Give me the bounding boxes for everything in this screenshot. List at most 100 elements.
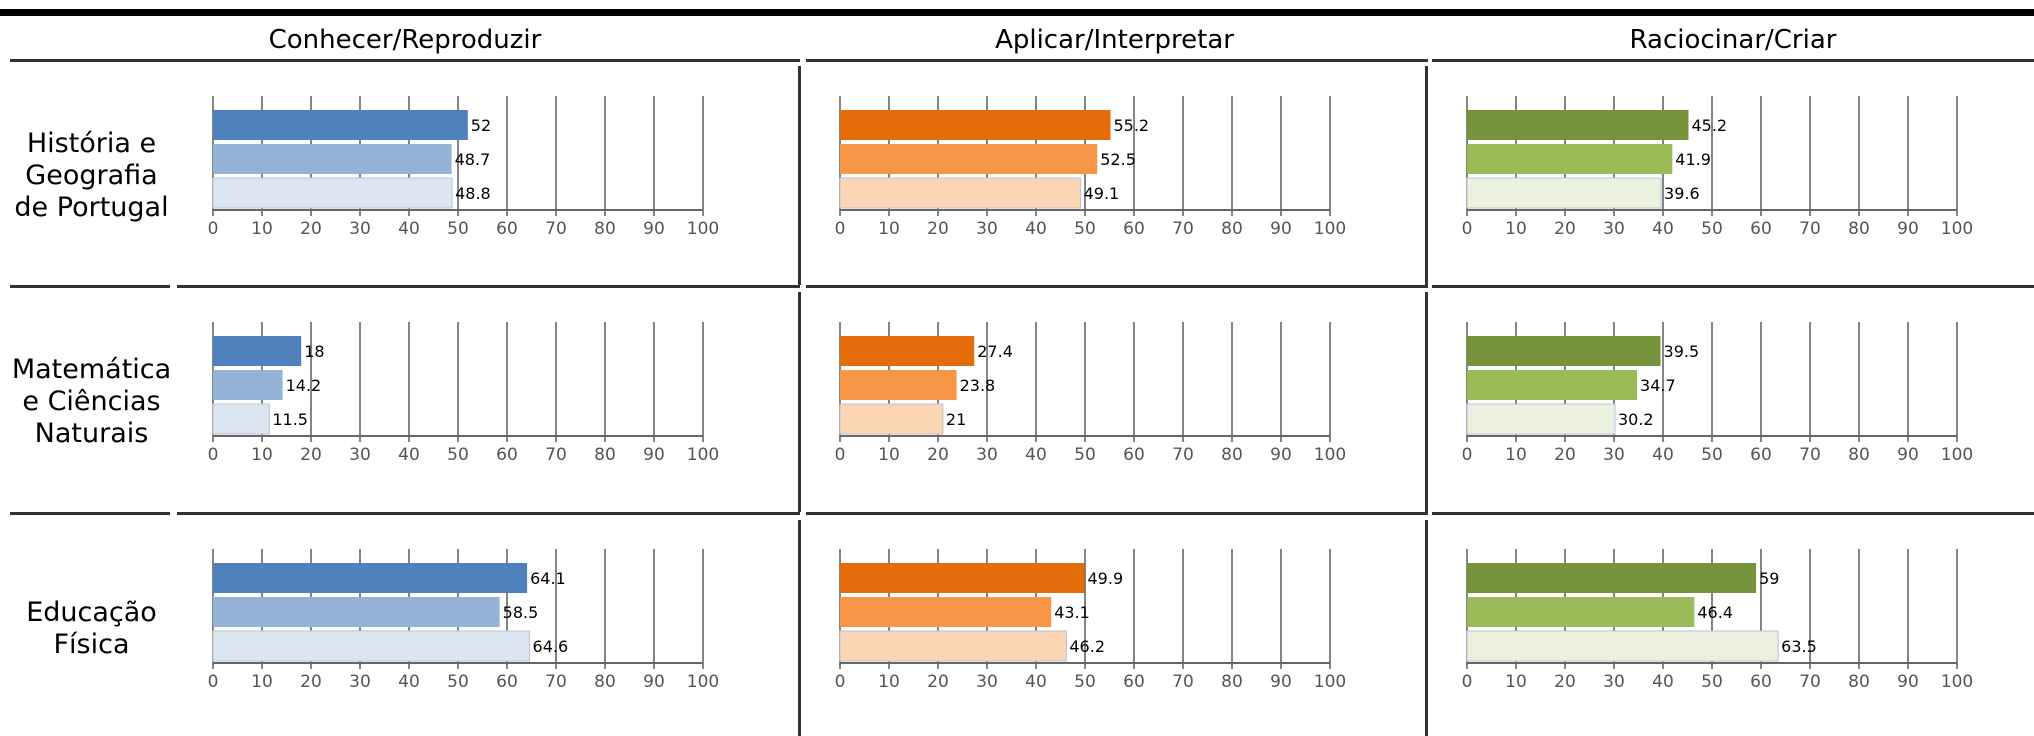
x-tick-label: 90 [1270,672,1292,692]
x-tick-label: 40 [1652,219,1674,239]
bar [1466,177,1662,209]
bar [839,403,944,435]
x-tick-label: 10 [1505,672,1527,692]
x-tick-label: 100 [687,445,719,465]
row-divider [1432,285,2034,288]
row-label-line: de Portugal [14,192,169,223]
x-tick-label: 90 [1897,445,1919,465]
x-tick-label: 100 [687,672,719,692]
data-label: 52 [471,116,491,135]
x-tick-label: 20 [1554,445,1576,465]
x-tick-label: 80 [1221,672,1243,692]
row-label-line: Educação [26,597,157,628]
x-tick-label: 10 [251,219,273,239]
row-label-educacao: Educação Física [0,597,183,661]
data-label: 23.8 [960,376,996,395]
bar [1467,370,1638,400]
row-divider [806,285,1428,288]
data-label: 46.2 [1069,637,1105,656]
x-tick-label: 50 [1701,219,1723,239]
x-tick-label: 60 [1123,445,1145,465]
x-tick-label: 50 [447,445,469,465]
x-tick-label: 70 [1799,672,1821,692]
data-label: 30.2 [1618,410,1654,429]
data-label: 46.4 [1697,603,1733,622]
x-tick-label: 80 [1848,219,1870,239]
data-label: 11.5 [272,410,308,429]
x-tick-label: 10 [1505,445,1527,465]
x-tick-label: 20 [927,219,949,239]
bar [212,630,531,662]
x-tick-label: 0 [835,672,846,692]
x-tick-label: 0 [1462,445,1473,465]
x-tick-label: 50 [1074,672,1096,692]
x-tick-label: 100 [1941,219,1973,239]
x-tick-label: 60 [1123,672,1145,692]
row-label-line: História e [26,128,157,159]
x-tick-label: 40 [398,219,420,239]
x-tick-label: 40 [1652,445,1674,465]
column-divider [1425,66,1428,285]
column-header-raciocinar: Raciocinar/Criar [1629,25,1837,55]
x-tick-label: 90 [1270,445,1292,465]
x-tick-label: 90 [1897,672,1919,692]
chart-historia-conhecer: 0 10 20 30 40 50 60 70 80 90 100 52 48.7 48.8 [208,96,719,239]
header-divider [1432,59,2034,62]
column-divider [1425,292,1428,512]
bar [1467,110,1689,140]
x-tick-label: 30 [349,219,371,239]
x-tick-label: 50 [447,219,469,239]
x-tick-label: 60 [1750,219,1772,239]
row-divider [177,512,800,515]
x-tick-label: 30 [976,219,998,239]
x-tick-label: 20 [300,445,322,465]
chart-educacao-conhecer: 0 10 20 30 40 50 60 70 80 90 100 64.1 58.5 64.6 [208,549,719,692]
column-divider [1425,520,1428,736]
x-tick-label: 0 [208,672,219,692]
x-tick-label: 70 [545,219,567,239]
x-tick-label: 100 [687,219,719,239]
x-tick-label: 70 [1172,445,1194,465]
x-tick-label: 80 [594,445,616,465]
row-label-line: e Ciências [22,386,161,417]
bar [840,110,1111,140]
bar [213,370,283,400]
data-label: 41.9 [1675,150,1711,169]
column-divider [798,520,801,736]
x-tick-label: 30 [976,445,998,465]
bar [213,336,302,366]
column-divider [798,66,801,285]
data-label: 21 [946,410,966,429]
bar [840,563,1085,593]
bar [212,177,453,209]
column-header-conhecer: Conhecer/Reproduzir [268,25,542,55]
x-tick-label: 70 [1172,219,1194,239]
data-label: 49.1 [1084,184,1120,203]
x-tick-label: 80 [1221,219,1243,239]
x-tick-label: 90 [1897,219,1919,239]
chart-historia-raciocinar: 0 10 20 30 40 50 60 70 80 90 100 45.2 41.9 39.6 [1462,96,1973,239]
x-tick-label: 100 [1314,445,1346,465]
data-label: 39.6 [1664,184,1700,203]
x-tick-label: 100 [1941,445,1973,465]
x-tick-label: 60 [1750,672,1772,692]
x-tick-label: 40 [1025,672,1047,692]
x-tick-label: 80 [594,219,616,239]
chart-educacao-raciocinar: 0 10 20 30 40 50 60 70 80 90 100 59 46.4 63.5 [1462,549,1973,692]
x-tick-label: 10 [1505,219,1527,239]
x-tick-label: 60 [1750,445,1772,465]
x-tick-label: 40 [398,445,420,465]
x-tick-label: 20 [300,219,322,239]
x-tick-label: 40 [1025,219,1047,239]
x-tick-label: 10 [878,445,900,465]
x-tick-label: 40 [1652,672,1674,692]
x-tick-label: 90 [643,445,665,465]
x-tick-label: 20 [300,672,322,692]
x-tick-label: 50 [447,672,469,692]
x-tick-label: 30 [349,445,371,465]
bar [840,144,1098,174]
bar [213,597,500,627]
bar [840,597,1052,627]
bar [1467,336,1661,366]
bar [1467,563,1757,593]
